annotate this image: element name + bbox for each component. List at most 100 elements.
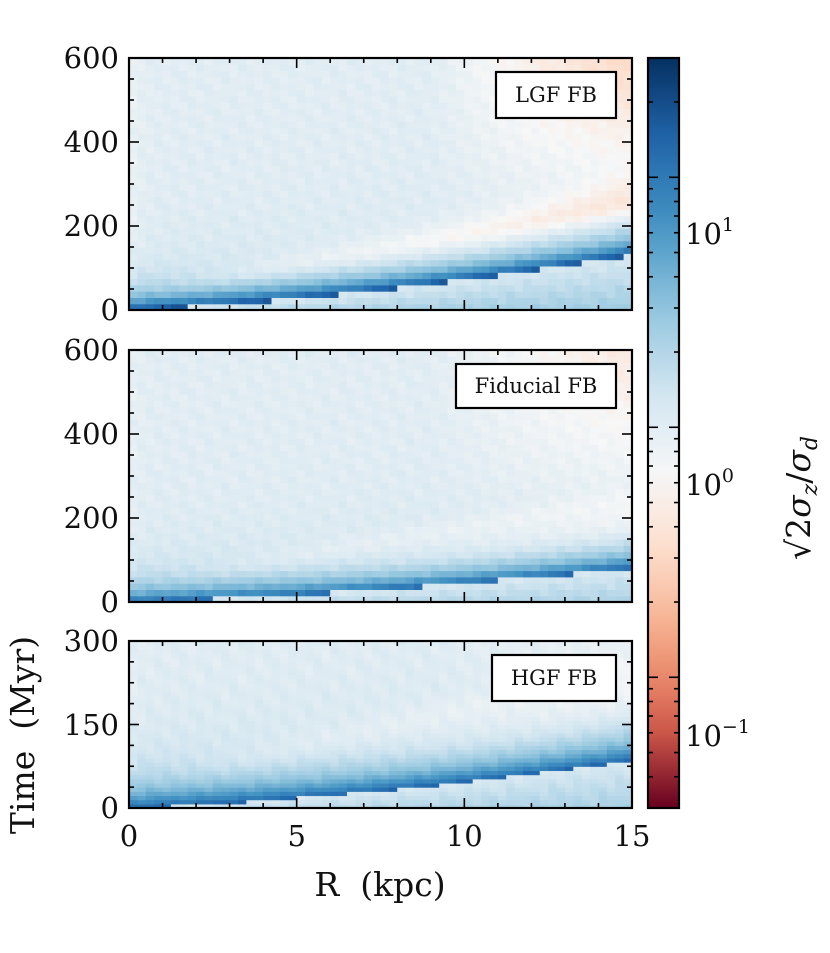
heatmap-cell: [439, 159, 448, 166]
heatmap-cell: [389, 451, 398, 458]
heatmap-cell: [548, 476, 557, 483]
heatmap-cell: [238, 545, 247, 552]
heatmap-cell: [272, 545, 281, 552]
heatmap-cell: [364, 146, 373, 153]
heatmap-cell: [481, 83, 490, 90]
heatmap-cell: [313, 134, 322, 141]
heatmap-cell: [582, 457, 591, 464]
heatmap-cell: [322, 356, 331, 363]
heatmap-cell: [557, 159, 566, 166]
heatmap-cell: [322, 247, 331, 254]
heatmap-cell: [288, 501, 297, 508]
heatmap-cell: [389, 495, 398, 502]
heatmap-cell: [506, 134, 515, 141]
heatmap-cell: [204, 564, 213, 571]
heatmap-cell: [565, 121, 574, 128]
heatmap-cell: [414, 216, 423, 223]
heatmap-cell: [582, 482, 591, 489]
heatmap-cell: [582, 140, 591, 147]
heatmap-cell: [498, 419, 507, 426]
heatmap-cell: [573, 526, 582, 533]
heatmap-cell: [339, 495, 348, 502]
heatmap-cell: [204, 463, 213, 470]
heatmap-cell: [406, 234, 415, 241]
heatmap-cell: [246, 526, 255, 533]
heatmap-cell: [263, 369, 272, 376]
heatmap-cell: [498, 121, 507, 128]
heatmap-cell: [381, 260, 390, 267]
heatmap-cell: [255, 228, 264, 235]
heatmap-cell: [473, 266, 482, 273]
heatmap-cell: [163, 495, 172, 502]
heatmap-cell: [456, 545, 465, 552]
heatmap-cell: [221, 140, 230, 147]
heatmap-cell: [515, 241, 524, 248]
heatmap-cell: [431, 184, 440, 191]
heatmap-cell: [531, 171, 540, 178]
heatmap-cell: [582, 260, 591, 267]
heatmap-cell: [263, 241, 272, 248]
heatmap-cell: [230, 520, 239, 527]
heatmap-cell: [498, 589, 507, 596]
heatmap-cell: [280, 571, 289, 578]
heatmap-cell: [607, 508, 616, 515]
heatmap-cell: [498, 253, 507, 260]
heatmap-cell: [406, 222, 415, 229]
heatmap-cell: [355, 159, 364, 166]
heatmap-cell: [305, 127, 314, 134]
heatmap-cell: [414, 363, 423, 370]
heatmap-cell: [548, 178, 557, 185]
heatmap-cell: [355, 247, 364, 254]
heatmap-cell: [204, 71, 213, 78]
heatmap-cell: [607, 356, 616, 363]
heatmap-cell: [146, 571, 155, 578]
heatmap-cell: [607, 184, 616, 191]
heatmap-cell: [137, 741, 146, 746]
heatmap-cell: [431, 83, 440, 90]
heatmap-cell: [531, 571, 540, 578]
heatmap-cell: [313, 463, 322, 470]
heatmap-cell: [590, 489, 599, 496]
heatmap-cell: [347, 291, 356, 298]
heatmap-cell: [381, 577, 390, 584]
heatmap-cell: [431, 363, 440, 370]
heatmap-cell: [154, 583, 163, 590]
heatmap-cell: [355, 279, 364, 286]
heatmap-cell: [288, 165, 297, 172]
heatmap-cell: [179, 432, 188, 439]
heatmap-cell: [322, 400, 331, 407]
heatmap-cell: [565, 482, 574, 489]
heatmap-cell: [439, 90, 448, 97]
heatmap-cell: [221, 375, 230, 382]
heatmap-cell: [590, 197, 599, 204]
heatmap-cell: [448, 178, 457, 185]
heatmap-cell: [230, 369, 239, 376]
heatmap-cell: [381, 438, 390, 445]
heatmap-cell: [607, 165, 616, 172]
heatmap-cell: [531, 489, 540, 496]
heatmap-cell: [347, 495, 356, 502]
heatmap-cell: [339, 140, 348, 147]
heatmap-cell: [196, 71, 205, 78]
heatmap-cell: [422, 577, 431, 584]
heatmap-cell: [406, 571, 415, 578]
heatmap-cell: [137, 489, 146, 496]
heatmap-cell: [246, 83, 255, 90]
heatmap-cell: [204, 96, 213, 103]
heatmap-cell: [288, 285, 297, 292]
heatmap-cell: [364, 571, 373, 578]
heatmap-cell: [414, 413, 423, 420]
heatmap-cell: [414, 140, 423, 147]
heatmap-cell: [498, 482, 507, 489]
heatmap-cell: [456, 470, 465, 477]
heatmap-cell: [179, 71, 188, 78]
heatmap-cell: [489, 564, 498, 571]
heatmap-cell: [196, 583, 205, 590]
heatmap-cell: [355, 413, 364, 420]
heatmap-cell: [557, 533, 566, 540]
heatmap-cell: [573, 184, 582, 191]
heatmap-cell: [347, 526, 356, 533]
heatmap-cell: [213, 140, 222, 147]
heatmap-cell: [565, 438, 574, 445]
heatmap-cell: [464, 432, 473, 439]
